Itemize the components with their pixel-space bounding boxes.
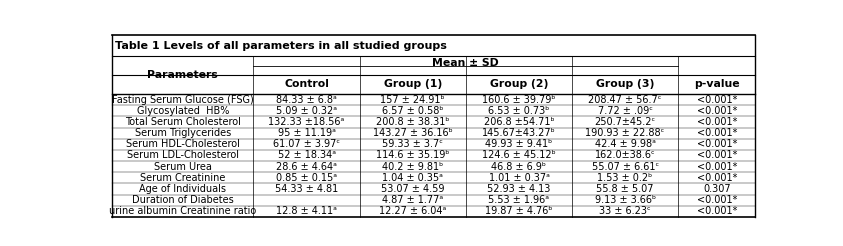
Text: 162.0±38.6ᶜ: 162.0±38.6ᶜ — [595, 151, 655, 160]
Text: 5.09 ± 0.32ᵃ: 5.09 ± 0.32ᵃ — [276, 106, 337, 116]
Text: 250.7±45.2ᶜ: 250.7±45.2ᶜ — [594, 117, 656, 127]
Text: Total Serum Cholesterol: Total Serum Cholesterol — [125, 117, 240, 127]
Text: 40.2 ± 9.81ᵇ: 40.2 ± 9.81ᵇ — [382, 162, 443, 172]
Text: 114.6 ± 35.19ᵇ: 114.6 ± 35.19ᵇ — [376, 151, 449, 160]
Text: 5.53 ± 1.96ᵃ: 5.53 ± 1.96ᵃ — [488, 195, 550, 205]
Text: 42.4 ± 9.98ᵃ: 42.4 ± 9.98ᵃ — [594, 139, 656, 149]
Text: 95 ± 11.19ᵃ: 95 ± 11.19ᵃ — [277, 128, 336, 138]
Text: <0.001*: <0.001* — [696, 195, 737, 205]
Text: 19.87 ± 4.76ᵇ: 19.87 ± 4.76ᵇ — [486, 206, 553, 216]
Text: 6.57 ± 0.58ᵇ: 6.57 ± 0.58ᵇ — [382, 106, 443, 116]
Text: Serum HDL-Cholesterol: Serum HDL-Cholesterol — [126, 139, 239, 149]
Text: <0.001*: <0.001* — [696, 94, 737, 105]
Text: Glycosylated  HB%: Glycosylated HB% — [137, 106, 229, 116]
Text: Parameters: Parameters — [148, 70, 218, 80]
Text: Serum LDL-Cholesterol: Serum LDL-Cholesterol — [126, 151, 239, 160]
Text: Serum Urea: Serum Urea — [153, 162, 212, 172]
Text: Mean ± SD: Mean ± SD — [432, 58, 499, 68]
Text: <0.001*: <0.001* — [696, 162, 737, 172]
Text: 145.67±43.27ᵇ: 145.67±43.27ᵇ — [482, 128, 556, 138]
Text: 28.6 ± 4.64ᵃ: 28.6 ± 4.64ᵃ — [277, 162, 337, 172]
Text: Group (3): Group (3) — [596, 79, 654, 90]
Text: Table 1 Levels of all parameters in all studied groups: Table 1 Levels of all parameters in all … — [115, 41, 447, 51]
Text: <0.001*: <0.001* — [696, 128, 737, 138]
Text: 0.307: 0.307 — [703, 184, 731, 194]
Text: Serum Triglycerides: Serum Triglycerides — [135, 128, 231, 138]
Text: urine albumin Creatinine ratio: urine albumin Creatinine ratio — [109, 206, 256, 216]
Text: 0.85 ± 0.15ᵃ: 0.85 ± 0.15ᵃ — [276, 173, 337, 183]
Text: <0.001*: <0.001* — [696, 206, 737, 216]
Text: 52.93 ± 4.13: 52.93 ± 4.13 — [487, 184, 550, 194]
Text: 46.8 ± 6.9ᵇ: 46.8 ± 6.9ᵇ — [491, 162, 546, 172]
Text: <0.001*: <0.001* — [696, 106, 737, 116]
Text: 7.72 ± .09ᶜ: 7.72 ± .09ᶜ — [598, 106, 652, 116]
Text: 9.13 ± 3.66ᵇ: 9.13 ± 3.66ᵇ — [594, 195, 656, 205]
Text: 206.8 ±54.71ᵇ: 206.8 ±54.71ᵇ — [484, 117, 554, 127]
Text: 33 ± 6.23ᶜ: 33 ± 6.23ᶜ — [599, 206, 651, 216]
Text: 49.93 ± 9.41ᵇ: 49.93 ± 9.41ᵇ — [486, 139, 552, 149]
Text: Group (1): Group (1) — [384, 79, 442, 90]
Text: 12.8 ± 4.11ᵃ: 12.8 ± 4.11ᵃ — [277, 206, 337, 216]
Text: 84.33 ± 6.8ᵃ: 84.33 ± 6.8ᵃ — [277, 94, 337, 105]
Text: 52 ± 18.34ᵃ: 52 ± 18.34ᵃ — [277, 151, 336, 160]
Text: Fasting Serum Glucose (FSG): Fasting Serum Glucose (FSG) — [112, 94, 254, 105]
Text: 208.47 ± 56.7ᶜ: 208.47 ± 56.7ᶜ — [588, 94, 662, 105]
Text: Serum Creatinine: Serum Creatinine — [140, 173, 225, 183]
Text: Group (2): Group (2) — [490, 79, 548, 90]
Text: 6.53 ± 0.73ᵇ: 6.53 ± 0.73ᵇ — [488, 106, 550, 116]
Text: 190.93 ± 22.88ᶜ: 190.93 ± 22.88ᶜ — [586, 128, 665, 138]
Text: p-value: p-value — [694, 79, 739, 90]
Text: 55.07 ± 6.61ᶜ: 55.07 ± 6.61ᶜ — [592, 162, 658, 172]
Text: 200.8 ± 38.31ᵇ: 200.8 ± 38.31ᵇ — [376, 117, 449, 127]
Text: 12.27 ± 6.04ᵃ: 12.27 ± 6.04ᵃ — [379, 206, 447, 216]
Text: 157 ± 24.91ᵇ: 157 ± 24.91ᵇ — [380, 94, 445, 105]
Text: 4.87 ± 1.77ᵃ: 4.87 ± 1.77ᵃ — [382, 195, 443, 205]
Text: 143.27 ± 36.16ᵇ: 143.27 ± 36.16ᵇ — [373, 128, 453, 138]
Text: 55.8 ± 5.07: 55.8 ± 5.07 — [596, 184, 654, 194]
Text: 1.04 ± 0.35ᵃ: 1.04 ± 0.35ᵃ — [383, 173, 443, 183]
Text: 54.33 ± 4.81: 54.33 ± 4.81 — [275, 184, 338, 194]
Text: 1.01 ± 0.37ᵃ: 1.01 ± 0.37ᵃ — [488, 173, 550, 183]
Text: 1.53 ± 0.2ᵇ: 1.53 ± 0.2ᵇ — [598, 173, 652, 183]
Text: 160.6 ± 39.79ᵇ: 160.6 ± 39.79ᵇ — [482, 94, 556, 105]
Text: Control: Control — [284, 79, 329, 90]
Text: 53.07 ± 4.59: 53.07 ± 4.59 — [381, 184, 444, 194]
Text: Duration of Diabetes: Duration of Diabetes — [132, 195, 234, 205]
Text: Age of Individuals: Age of Individuals — [139, 184, 226, 194]
Text: 59.33 ± 3.7ᶜ: 59.33 ± 3.7ᶜ — [383, 139, 443, 149]
Text: <0.001*: <0.001* — [696, 139, 737, 149]
Text: 61.07 ± 3.97ᶜ: 61.07 ± 3.97ᶜ — [273, 139, 340, 149]
Text: <0.001*: <0.001* — [696, 117, 737, 127]
Text: 124.6 ± 45.12ᵇ: 124.6 ± 45.12ᵇ — [482, 151, 556, 160]
Text: <0.001*: <0.001* — [696, 151, 737, 160]
Text: <0.001*: <0.001* — [696, 173, 737, 183]
Text: 132.33 ±18.56ᵃ: 132.33 ±18.56ᵃ — [268, 117, 345, 127]
